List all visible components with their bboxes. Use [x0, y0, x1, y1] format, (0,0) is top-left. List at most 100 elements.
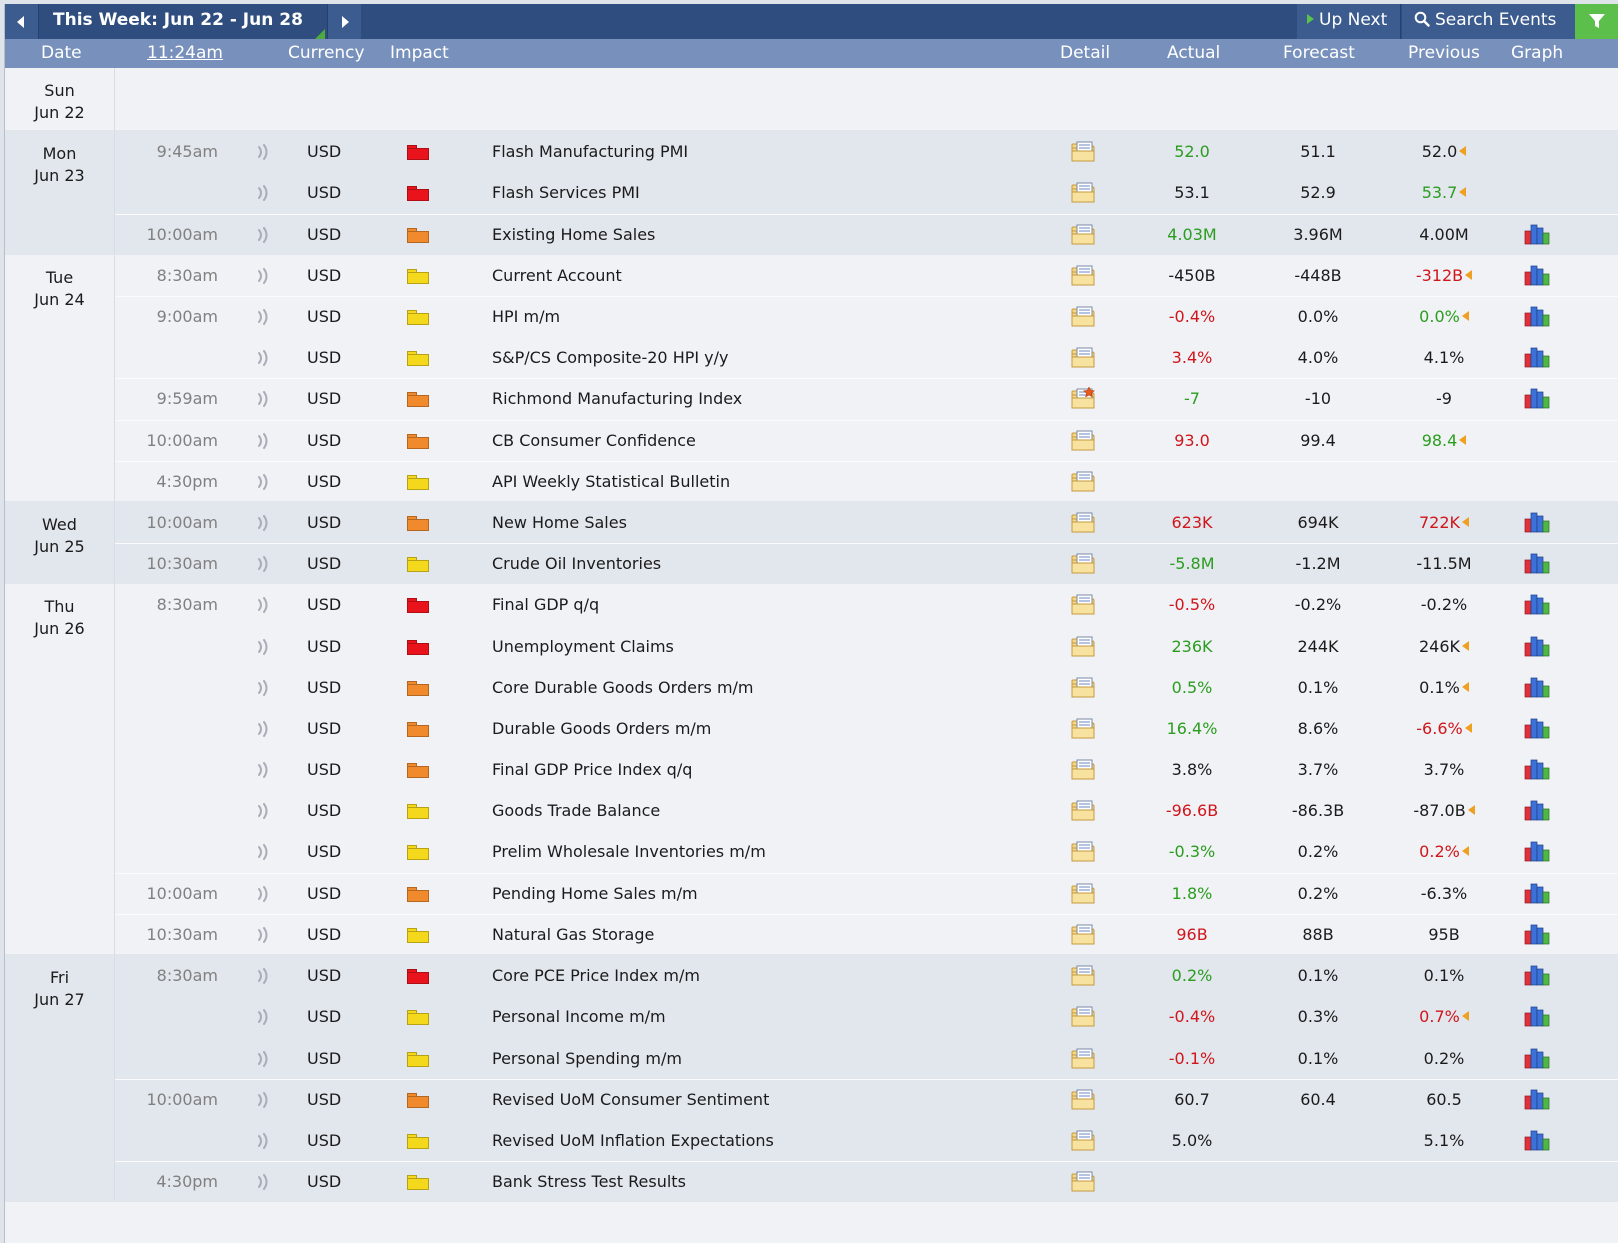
event-title[interactable]: Current Account [492, 265, 622, 285]
event-title[interactable]: Prelim Wholesale Inventories m/m [492, 842, 766, 862]
bar-chart-icon[interactable] [1524, 346, 1550, 368]
bar-chart-icon[interactable] [1524, 840, 1550, 862]
detail-folder-icon[interactable] [1071, 470, 1096, 492]
detail-folder-icon[interactable] [1071, 1129, 1096, 1151]
revised-arrow-icon[interactable] [1467, 805, 1475, 816]
event-row[interactable]: 4:30pm USD Bank Stress Test Results [5, 1161, 1618, 1202]
sound-alert-icon[interactable] [256, 514, 270, 531]
filter-button[interactable] [1575, 4, 1618, 39]
sound-alert-icon[interactable] [256, 638, 270, 655]
event-title[interactable]: Flash Manufacturing PMI [492, 142, 689, 162]
event-row[interactable]: 10:00am USD CB Consumer Confidence 93.0 99.4… [5, 419, 1618, 461]
event-title[interactable]: Natural Gas Storage [492, 924, 655, 944]
event-title[interactable]: Personal Income m/m [492, 1007, 666, 1027]
event-row[interactable]: 9:59am USD Richmond Manufacturing Index -7 -… [5, 378, 1618, 419]
event-title[interactable]: Goods Trade Balance [492, 801, 661, 821]
event-row[interactable]: 10:00am USD Revised UoM Consumer Sentiment… [5, 1078, 1618, 1120]
week-title[interactable]: This Week: Jun 22 - Jun 28 [41, 4, 325, 39]
event-title[interactable]: Final GDP Price Index q/q [492, 760, 693, 780]
event-title[interactable]: CB Consumer Confidence [492, 430, 696, 450]
event-row[interactable]: 10:30am USD Crude Oil Inventories -5.8M -1.2… [5, 543, 1618, 584]
bar-chart-icon[interactable] [1524, 511, 1550, 533]
search-events-button[interactable]: Search Events [1402, 4, 1575, 39]
detail-folder-icon[interactable] [1071, 429, 1096, 451]
bar-chart-icon[interactable] [1524, 923, 1550, 945]
current-time-link[interactable]: 11:24am [147, 43, 223, 63]
revised-arrow-icon[interactable] [1461, 310, 1469, 321]
revised-arrow-icon[interactable] [1462, 516, 1470, 527]
event-title[interactable]: Pending Home Sales m/m [492, 883, 698, 903]
bar-chart-icon[interactable] [1524, 882, 1550, 904]
up-next-button[interactable]: Up Next [1297, 4, 1401, 39]
event-title[interactable]: API Weekly Statistical Bulletin [492, 471, 731, 491]
event-row[interactable]: 4:30pm USD API Weekly Statistical Bulletin [5, 460, 1618, 502]
event-row[interactable]: USD Flash Services PMI 53.1 52.9 53.7 [5, 172, 1618, 213]
event-row[interactable]: USD Durable Goods Orders m/m 16.4% 8.6% -6.6… [5, 708, 1618, 749]
detail-folder-icon[interactable] [1071, 1088, 1096, 1110]
bar-chart-icon[interactable] [1524, 676, 1550, 698]
event-title[interactable]: Richmond Manufacturing Index [492, 389, 743, 409]
detail-folder-icon[interactable] [1071, 964, 1096, 986]
sound-alert-icon[interactable] [256, 679, 270, 696]
detail-folder-icon[interactable] [1071, 635, 1096, 657]
event-row[interactable]: USD Prelim Wholesale Inventories m/m -0.3%… [5, 831, 1618, 872]
revised-arrow-icon[interactable] [1461, 681, 1469, 692]
bar-chart-icon[interactable] [1524, 387, 1550, 409]
sound-alert-icon[interactable] [256, 308, 270, 325]
sound-alert-icon[interactable] [256, 267, 270, 284]
detail-folder-icon[interactable] [1071, 799, 1096, 821]
sound-alert-icon[interactable] [256, 1009, 270, 1026]
revised-arrow-icon[interactable] [1465, 269, 1473, 280]
bar-chart-icon[interactable] [1524, 717, 1550, 739]
bar-chart-icon[interactable] [1524, 635, 1550, 657]
sound-alert-icon[interactable] [256, 720, 270, 737]
bar-chart-icon[interactable] [1524, 1088, 1550, 1110]
event-title[interactable]: HPI m/m [492, 306, 561, 326]
event-row[interactable]: 10:00am USD Existing Home Sales 4.03M 3.96M 4… [5, 213, 1618, 255]
revised-arrow-icon[interactable] [1464, 722, 1472, 733]
detail-folder-icon[interactable] [1071, 882, 1096, 904]
event-row[interactable]: 8:30am USD Final GDP q/q -0.5% -0.2% -0.2% [5, 584, 1618, 625]
bar-chart-icon[interactable] [1524, 593, 1550, 615]
bar-chart-icon[interactable] [1524, 964, 1550, 986]
event-title[interactable]: S&P/CS Composite-20 HPI y/y [492, 348, 729, 368]
sound-alert-icon[interactable] [256, 185, 270, 202]
event-row[interactable]: USD Core Durable Goods Orders m/m 0.5% 0.1%… [5, 667, 1618, 708]
bar-chart-icon[interactable] [1524, 799, 1550, 821]
sound-alert-icon[interactable] [256, 885, 270, 902]
sound-alert-icon[interactable] [256, 432, 270, 449]
sound-alert-icon[interactable] [256, 391, 270, 408]
sound-alert-icon[interactable] [256, 926, 270, 943]
sound-alert-icon[interactable] [256, 844, 270, 861]
detail-folder-icon[interactable] [1071, 264, 1096, 286]
event-row[interactable]: 8:30am USD Core PCE Price Index m/m 0.2% 0.1… [5, 955, 1618, 996]
sound-alert-icon[interactable] [256, 1174, 270, 1191]
sound-alert-icon[interactable] [256, 144, 270, 161]
bar-chart-icon[interactable] [1524, 1047, 1550, 1069]
event-row[interactable]: 8:30am USD Current Account -450B -448B -312B [5, 255, 1618, 296]
bar-chart-icon[interactable] [1524, 1005, 1550, 1027]
revised-arrow-icon[interactable] [1461, 1011, 1469, 1022]
bar-chart-icon[interactable] [1524, 552, 1550, 574]
event-row[interactable]: USD S&P/CS Composite-20 HPI y/y 3.4% 4.0% 4.… [5, 337, 1618, 378]
bar-chart-icon[interactable] [1524, 305, 1550, 327]
sound-alert-icon[interactable] [256, 803, 270, 820]
sound-alert-icon[interactable] [256, 968, 270, 985]
event-row[interactable]: 10:00am USD New Home Sales 623K 694K 722K [5, 502, 1618, 543]
event-title[interactable]: Bank Stress Test Results [492, 1172, 686, 1192]
bar-chart-icon[interactable] [1524, 1129, 1550, 1151]
event-title[interactable]: Crude Oil Inventories [492, 554, 662, 574]
detail-folder-icon[interactable] [1071, 676, 1096, 698]
event-title[interactable]: Durable Goods Orders m/m [492, 718, 712, 738]
event-row[interactable]: 9:45am USD Flash Manufacturing PMI 52.0 51.1… [5, 131, 1618, 172]
revised-arrow-icon[interactable] [1462, 640, 1470, 651]
sound-alert-icon[interactable] [256, 597, 270, 614]
sound-alert-icon[interactable] [256, 226, 270, 243]
sound-alert-icon[interactable] [256, 1091, 270, 1108]
detail-folder-icon[interactable] [1071, 552, 1096, 574]
detail-folder-icon[interactable] [1071, 923, 1096, 945]
detail-folder-icon[interactable] [1071, 140, 1096, 162]
event-title[interactable]: Flash Services PMI [492, 183, 640, 203]
revised-arrow-icon[interactable] [1459, 146, 1467, 157]
event-title[interactable]: Revised UoM Inflation Expectations [492, 1130, 774, 1150]
